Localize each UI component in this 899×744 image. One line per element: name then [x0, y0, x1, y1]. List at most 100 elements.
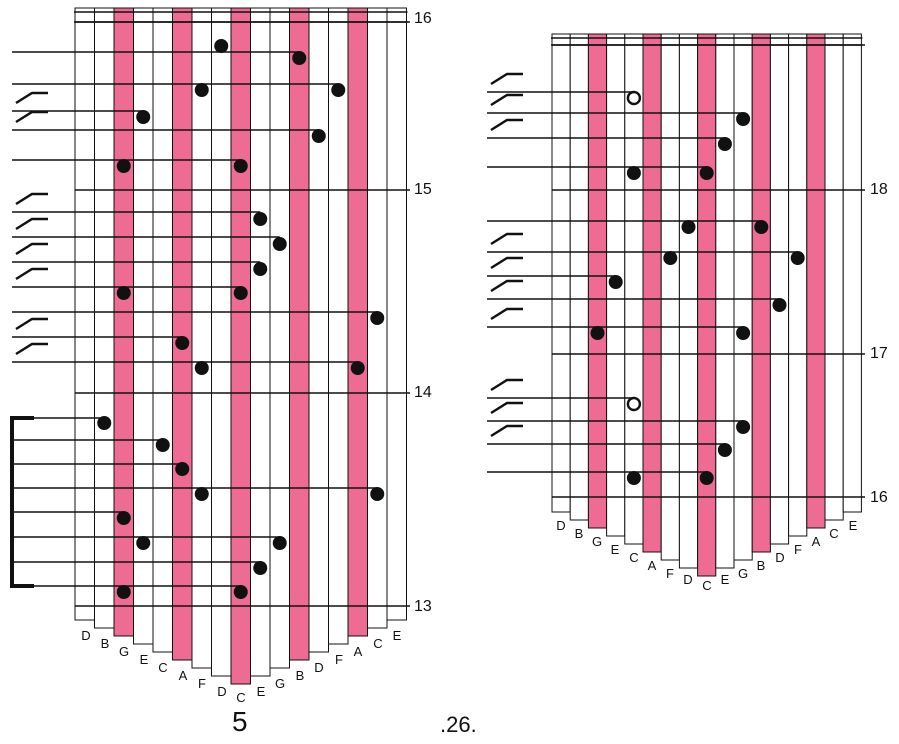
note-mark	[370, 487, 385, 501]
tine-label: D	[217, 684, 227, 699]
page-number: 5	[232, 706, 248, 737]
eighth-flag-mark	[490, 307, 523, 321]
tine-label: G	[118, 644, 130, 659]
tine-label: E	[139, 652, 149, 667]
tine	[824, 33, 844, 521]
tine	[308, 7, 329, 653]
tine	[569, 33, 589, 521]
note-mark	[116, 159, 131, 173]
note-mark	[136, 110, 151, 124]
tine-label: D	[314, 660, 324, 675]
eighth-flag-mark	[490, 424, 523, 438]
tine	[328, 7, 349, 645]
tine	[250, 7, 271, 677]
note-mark	[681, 220, 696, 234]
note-mark	[717, 443, 732, 457]
tine-label: B	[574, 526, 584, 541]
tine	[642, 33, 662, 553]
eighth-flag-mark	[490, 93, 523, 107]
note-mark	[699, 166, 714, 180]
note-mark	[116, 286, 131, 300]
tine-label: B	[295, 668, 305, 683]
tine-label: F	[666, 566, 674, 581]
eighth-flag-mark	[15, 267, 48, 281]
note-mark	[626, 166, 641, 180]
measure-number-15-left: 15	[414, 181, 432, 198]
tine	[347, 7, 368, 637]
note-mark	[194, 83, 209, 97]
note-mark	[97, 416, 112, 430]
note-mark	[736, 420, 751, 434]
tine-label: G	[274, 676, 286, 691]
measure-number-17-right: 17	[870, 345, 888, 362]
tine	[697, 33, 717, 577]
measure-number-18-right: 18	[870, 181, 888, 198]
note-mark	[590, 326, 605, 340]
note-mark	[370, 311, 385, 325]
tine-label: C	[829, 526, 839, 541]
note-mark	[116, 511, 131, 525]
eighth-flag-mark	[490, 72, 523, 86]
tine	[191, 7, 212, 669]
tine	[842, 33, 862, 513]
eighth-flag-mark	[15, 192, 48, 206]
tine	[624, 33, 644, 545]
tine	[806, 33, 826, 529]
tine-label: F	[335, 652, 343, 667]
tine-label: A	[647, 558, 657, 573]
tine-label: C	[629, 550, 639, 565]
tine-label: G	[591, 534, 603, 549]
note-mark	[350, 361, 365, 375]
tine-label: B	[756, 558, 766, 573]
tine-label: D	[81, 628, 91, 643]
note-mark	[116, 585, 131, 599]
tine	[715, 33, 735, 569]
tine-label: C	[373, 636, 383, 651]
note-mark	[736, 112, 751, 126]
eighth-flag-mark	[490, 232, 523, 246]
note-mark	[754, 220, 769, 234]
eighth-flag-mark	[15, 342, 48, 356]
eighth-flag-mark	[15, 110, 48, 124]
tine-label: E	[720, 572, 730, 587]
eighth-flag-mark	[490, 118, 523, 132]
tine-label: E	[610, 542, 620, 557]
tine	[551, 33, 571, 513]
item-number: .26.	[440, 712, 477, 737]
note-mark	[214, 39, 229, 53]
note-mark	[717, 137, 732, 151]
bracket-mark	[10, 416, 34, 588]
tine-label: A	[353, 644, 363, 659]
tine	[269, 7, 290, 669]
half-note-mark	[626, 396, 642, 412]
note-mark	[272, 536, 287, 550]
tine-label: B	[100, 636, 110, 651]
note-mark	[736, 326, 751, 340]
note-mark	[233, 585, 248, 599]
tine-label: C	[702, 578, 712, 593]
eighth-flag-mark	[15, 317, 48, 331]
tine-label: A	[811, 534, 821, 549]
note-mark	[194, 487, 209, 501]
note-mark	[311, 129, 326, 143]
note-mark	[233, 159, 248, 173]
tine-label: D	[683, 572, 693, 587]
tine-label: C	[236, 690, 246, 705]
note-mark	[253, 262, 268, 276]
tine	[211, 7, 232, 677]
eighth-flag-mark	[490, 279, 523, 293]
note-mark	[699, 471, 714, 485]
tine	[678, 33, 699, 569]
note-mark	[253, 212, 268, 226]
tine-label: D	[775, 550, 785, 565]
note-mark	[772, 298, 787, 312]
note-mark	[608, 275, 623, 289]
tine	[152, 7, 173, 653]
measure-number-16-right: 16	[870, 489, 888, 506]
tine	[74, 7, 95, 621]
tine	[751, 33, 771, 553]
note-mark	[292, 51, 307, 65]
tine	[94, 7, 115, 629]
tine-label: E	[256, 684, 266, 699]
